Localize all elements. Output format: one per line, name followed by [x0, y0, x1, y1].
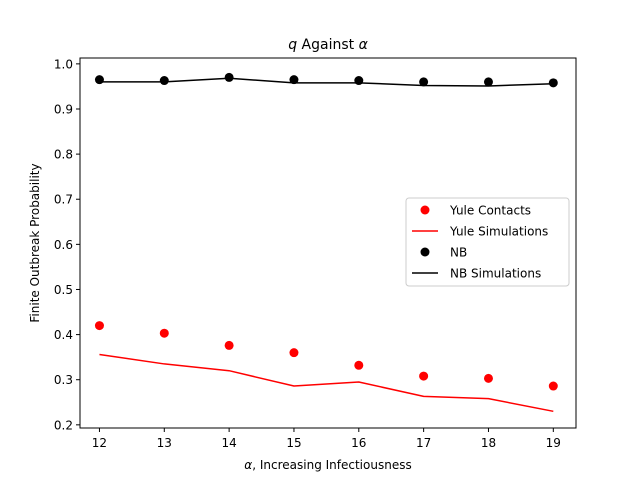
data-point-1-2 — [224, 72, 234, 82]
y-tick-label: 0.6 — [54, 238, 73, 252]
legend: Yule Contacts Yule Simulations NB NB Simula… — [405, 197, 570, 287]
data-point-0-1 — [159, 328, 169, 338]
y-tick-label: 0.4 — [54, 328, 73, 342]
legend-label-1: Yule Simulations — [449, 225, 548, 239]
x-tick-label: 19 — [546, 436, 561, 450]
legend-label-3: NB Simulations — [450, 267, 541, 281]
legend-label-2: NB — [450, 246, 467, 260]
x-tick-label: 16 — [351, 436, 366, 450]
data-point-1-5 — [419, 77, 429, 87]
plot-marks — [94, 72, 558, 413]
legend-box — [405, 197, 570, 287]
y-tick-label: 0.8 — [54, 148, 73, 162]
y-tick-label: 0.3 — [54, 373, 73, 387]
data-point-1-4 — [354, 76, 364, 86]
data-point-1-6 — [483, 77, 493, 87]
x-axis-label: α, Increasing Infectiousness — [244, 458, 411, 472]
y-tick-label: 0.7 — [54, 193, 73, 207]
series-line-0 — [99, 353, 554, 413]
y-tick-label: 0.5 — [54, 283, 73, 297]
x-tick-label: 17 — [416, 436, 431, 450]
data-point-1-1 — [159, 76, 169, 86]
data-point-0-2 — [224, 340, 234, 350]
plot-frame — [79, 57, 577, 429]
data-point-0-0 — [94, 321, 104, 331]
x-tick-label: 13 — [157, 436, 172, 450]
data-point-1-7 — [548, 78, 558, 88]
data-point-0-5 — [419, 371, 429, 381]
axis-ticks: 12 13 14 15 16 17 18 19 0.2 0.3 0.4 0.5 0.6 0.7 0.8 0.9… — [54, 57, 561, 450]
y-tick-label: 0.9 — [54, 102, 73, 116]
legend-label-0: Yule Contacts — [449, 204, 531, 218]
y-axis-label: Finite Outbreak Probability — [28, 163, 42, 322]
y-tick-label: 1.0 — [54, 57, 73, 71]
data-point-1-0 — [94, 75, 104, 85]
x-tick-label: 12 — [92, 436, 107, 450]
legend-marker-0 — [420, 205, 430, 215]
data-point-0-7 — [548, 381, 558, 391]
x-tick-label: 14 — [221, 436, 236, 450]
y-tick-label: 0.2 — [54, 418, 73, 432]
series-line-1 — [99, 77, 554, 87]
x-tick-label: 15 — [286, 436, 301, 450]
data-point-1-3 — [289, 75, 299, 85]
legend-marker-2 — [420, 247, 430, 257]
data-point-0-3 — [289, 348, 299, 358]
chart-title: q Against α — [288, 37, 368, 53]
x-tick-label: 18 — [481, 436, 496, 450]
data-point-0-4 — [354, 360, 364, 370]
data-point-0-6 — [483, 373, 493, 383]
